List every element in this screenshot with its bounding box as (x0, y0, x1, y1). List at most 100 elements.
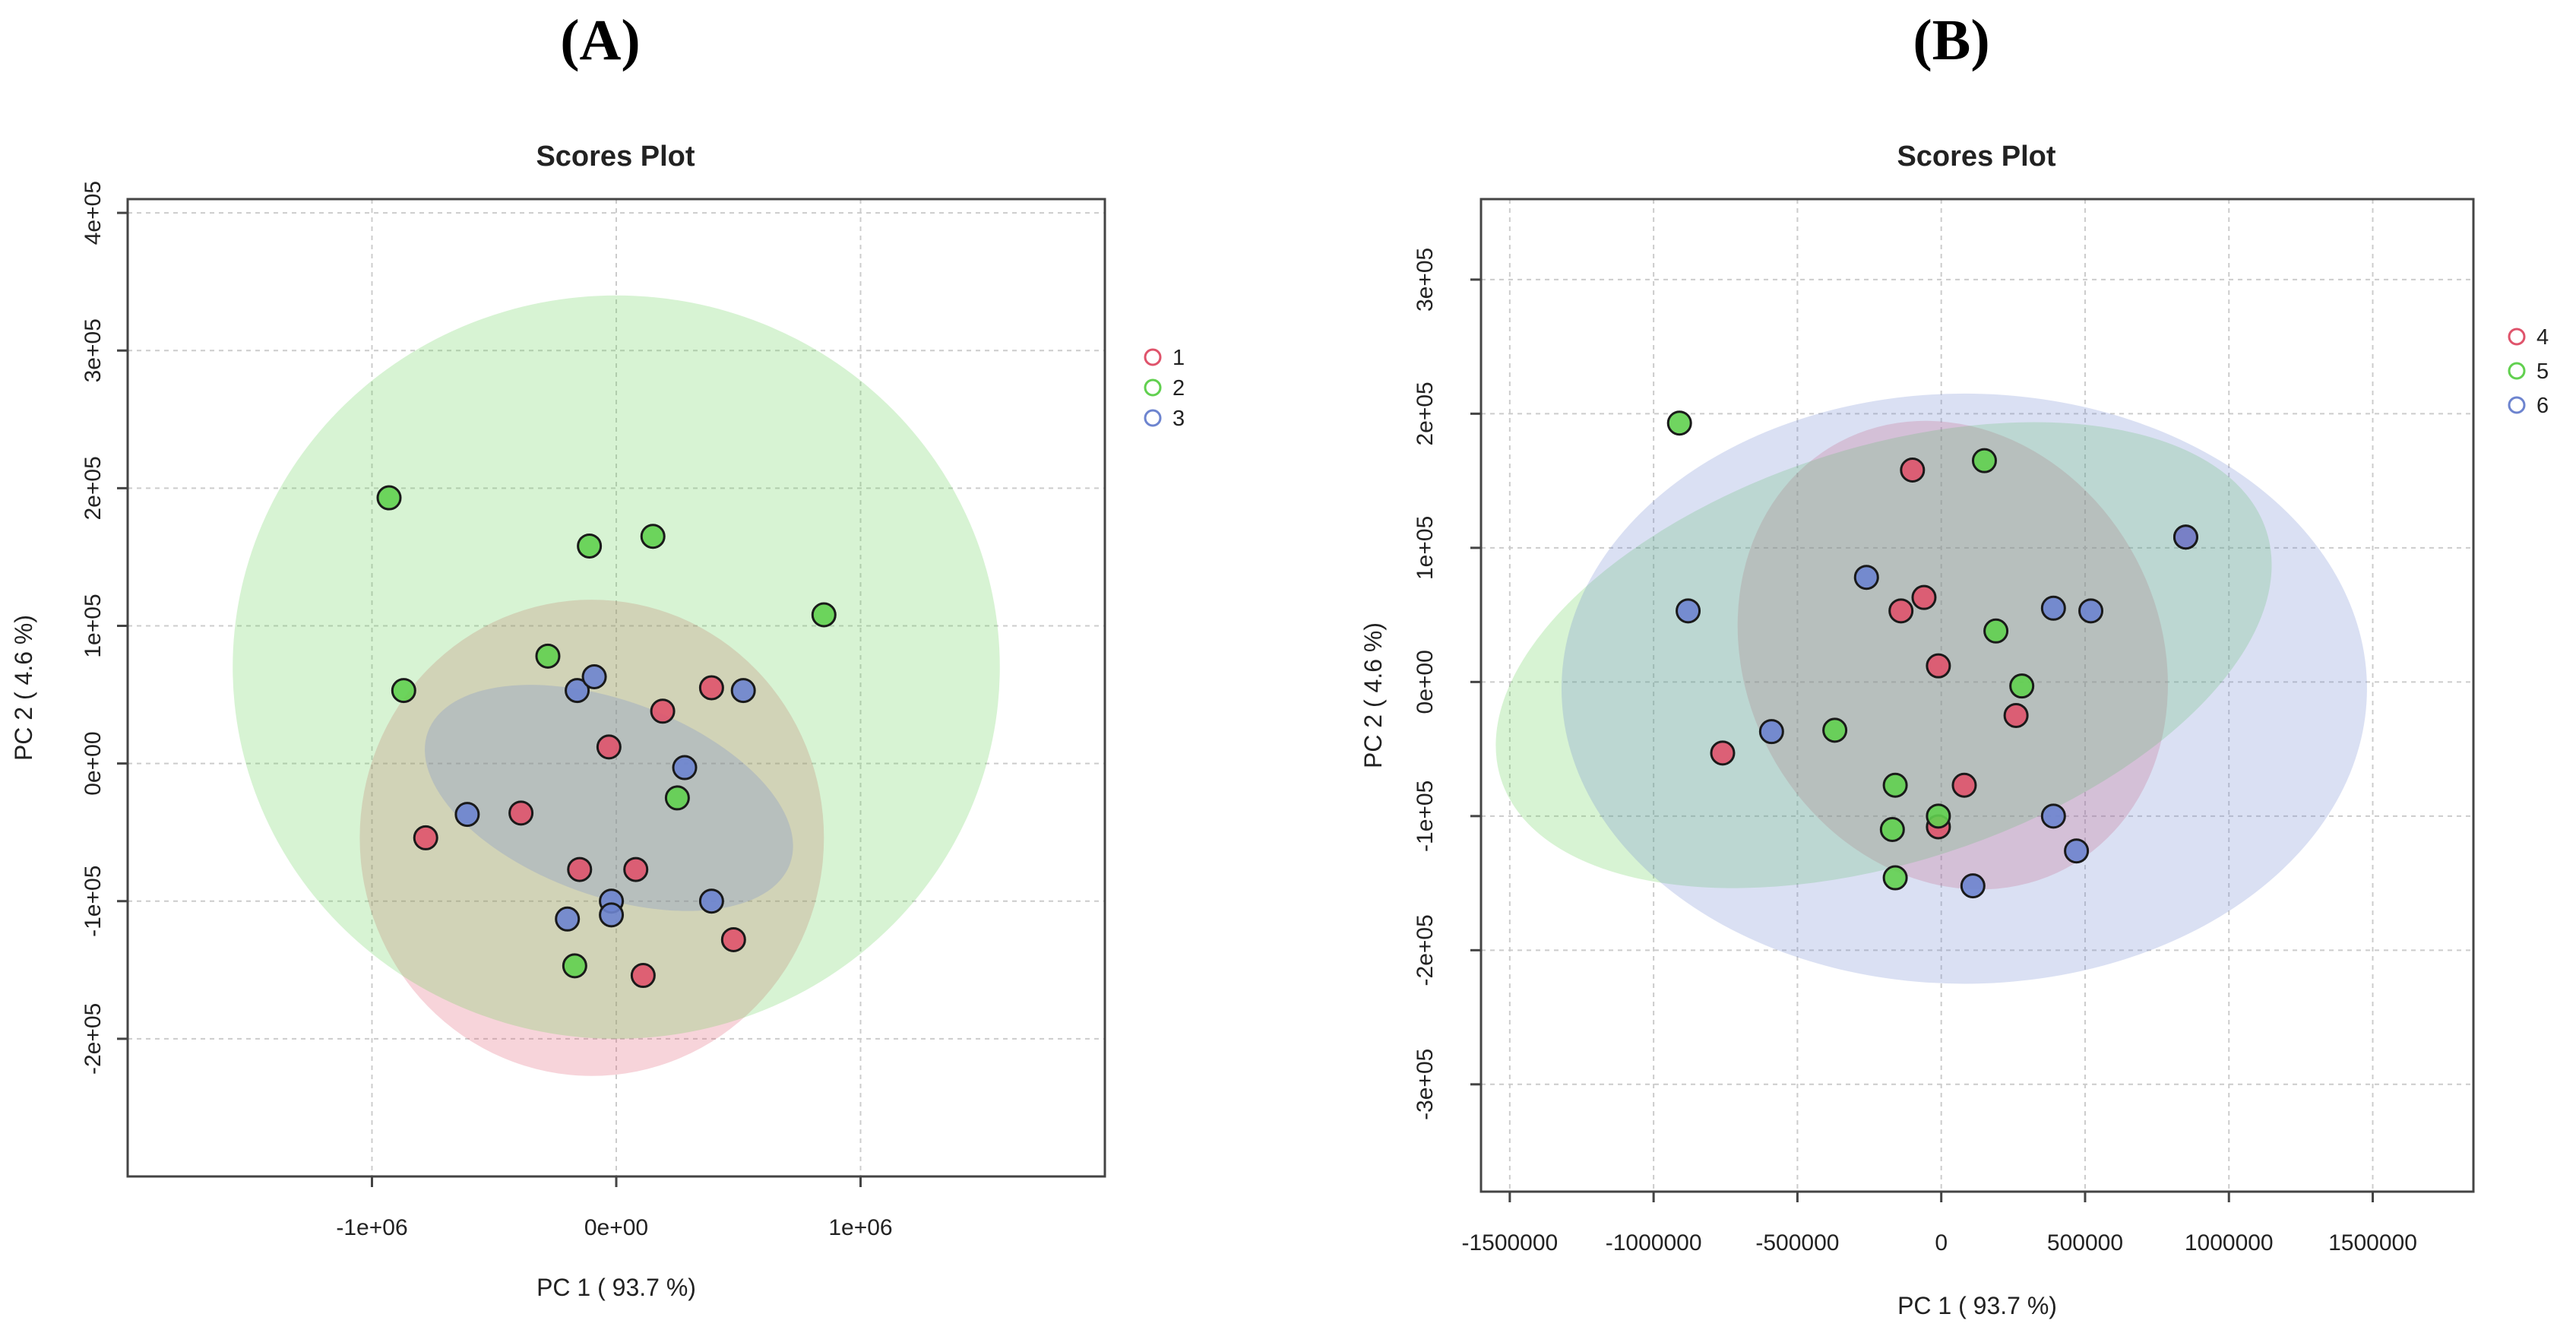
plot-area (233, 295, 1000, 1076)
confidence-ellipse-group-3 (425, 685, 793, 911)
x-tick-label: 0e+00 (584, 1215, 648, 1240)
y-axis-label: PC 2 ( 4.6 %) (1359, 622, 1387, 768)
data-point-group-1 (630, 963, 656, 989)
confidence-ellipse-group-4 (1737, 420, 2168, 890)
data-point-group-3 (730, 678, 756, 704)
data-point-group-4 (1951, 772, 1977, 798)
data-point-group-2 (376, 485, 402, 511)
y-tick-label: 0e+00 (1413, 650, 1438, 714)
data-point-group-3 (581, 664, 607, 690)
data-point-group-2 (535, 643, 561, 669)
data-point-group-3 (555, 906, 581, 932)
data-point-group-5 (1822, 717, 1848, 743)
y-tick-label: 2e+05 (81, 456, 106, 520)
legend-marker (1144, 378, 1162, 397)
data-point-group-6 (2078, 598, 2104, 624)
confidence-ellipse-group-5 (1495, 422, 2272, 888)
data-point-group-2 (577, 533, 603, 559)
data-point-group-4 (1911, 584, 1937, 610)
x-tick-label: -1e+06 (336, 1215, 407, 1240)
y-tick-label: 1e+05 (1413, 516, 1438, 580)
data-point-group-4 (1710, 740, 1736, 766)
data-point-group-6 (1758, 719, 1784, 745)
x-tick-label: 0 (1935, 1230, 1948, 1255)
x-tick-label: 1000000 (2185, 1230, 2274, 1255)
x-tick-label: -1500000 (1461, 1230, 1558, 1255)
data-point-group-5 (1879, 816, 1905, 842)
data-point-group-3 (565, 678, 590, 704)
x-tick-label: 500000 (2047, 1230, 2123, 1255)
x-axis-label: PC 1 ( 93.7 %) (536, 1274, 696, 1301)
data-point-group-5 (1971, 448, 1997, 473)
data-point-group-2 (391, 678, 416, 704)
data-point-group-5 (1666, 410, 1692, 436)
data-point-group-3 (454, 802, 480, 828)
data-point-group-6 (2040, 803, 2066, 829)
x-tick-label: 1500000 (2328, 1230, 2417, 1255)
legend-label: 2 (1172, 376, 1185, 401)
data-point-group-5 (1882, 772, 1908, 798)
data-point-group-1 (567, 856, 593, 882)
data-point-group-6 (2173, 524, 2198, 550)
y-tick-label: 3e+05 (81, 318, 106, 382)
data-point-group-3 (698, 888, 724, 914)
data-point-group-3 (599, 902, 625, 928)
panel-label: (B) (1913, 8, 1989, 72)
data-point-group-4 (1888, 598, 1914, 624)
data-point-group-1 (596, 734, 622, 760)
legend-marker (1144, 348, 1162, 366)
y-tick-label: 1e+05 (81, 594, 106, 657)
x-tick-label: 1e+06 (828, 1215, 892, 1240)
data-point-group-3 (672, 755, 698, 780)
y-tick-label: 0e+00 (81, 731, 106, 795)
plot-area (1495, 393, 2367, 984)
y-tick-label: 4e+05 (81, 181, 106, 245)
data-point-group-5 (1983, 618, 2009, 644)
legend-label: 6 (2536, 394, 2549, 418)
plot-title: Scores Plot (536, 141, 695, 173)
data-point-group-1 (720, 926, 746, 952)
scores-plot-panel-a: (A) Scores Plot -2e+05 -1e+05 0e+00 1e+05 2e+0… (10, 8, 1185, 1301)
legend-label: 5 (2536, 359, 2549, 384)
y-tick-label: -2e+05 (1413, 914, 1438, 986)
legend-marker (2508, 396, 2526, 414)
data-point-group-2 (640, 524, 666, 549)
x-tick-label: -500000 (1755, 1230, 1839, 1255)
x-tick-label: -1000000 (1606, 1230, 1702, 1255)
legend-marker (2508, 328, 2526, 346)
data-point-group-6 (1853, 565, 1879, 591)
data-point-group-5 (1926, 803, 1951, 829)
confidence-ellipse-group-1 (359, 600, 824, 1076)
data-point-group-1 (623, 856, 649, 882)
data-point-group-1 (508, 800, 534, 826)
y-tick-label: 2e+05 (1413, 382, 1438, 445)
data-point-group-1 (650, 698, 676, 724)
y-axis-label: PC 2 ( 4.6 %) (10, 615, 37, 761)
legend-label: 4 (2536, 325, 2549, 350)
data-point-group-6 (2064, 838, 2090, 864)
plot-title: Scores Plot (1897, 141, 2055, 173)
y-tick-label: -1e+05 (81, 866, 106, 937)
data-point-group-1 (698, 675, 724, 701)
y-tick-label: -3e+05 (1413, 1049, 1438, 1120)
legend-marker (1144, 409, 1162, 427)
confidence-ellipse-group-2 (233, 295, 1000, 1039)
data-point-group-5 (1882, 865, 1908, 891)
data-point-group-2 (664, 785, 690, 811)
legend-label: 1 (1172, 346, 1185, 370)
y-tick-label: -2e+05 (81, 1003, 106, 1075)
legend-marker (2508, 362, 2526, 380)
data-point-group-6 (1960, 873, 1986, 899)
confidence-ellipse-group-6 (1561, 393, 2367, 984)
data-point-group-5 (2009, 673, 2035, 699)
data-point-group-6 (1676, 598, 1701, 624)
data-point-group-2 (811, 602, 837, 628)
data-point-group-4 (1900, 458, 1926, 483)
data-point-group-6 (2040, 595, 2066, 621)
panel-label: (A) (560, 8, 641, 72)
plot-frame (1479, 198, 2475, 1193)
data-point-group-4 (1926, 653, 1951, 679)
data-point-group-1 (413, 825, 438, 850)
data-point-group-2 (562, 953, 587, 979)
